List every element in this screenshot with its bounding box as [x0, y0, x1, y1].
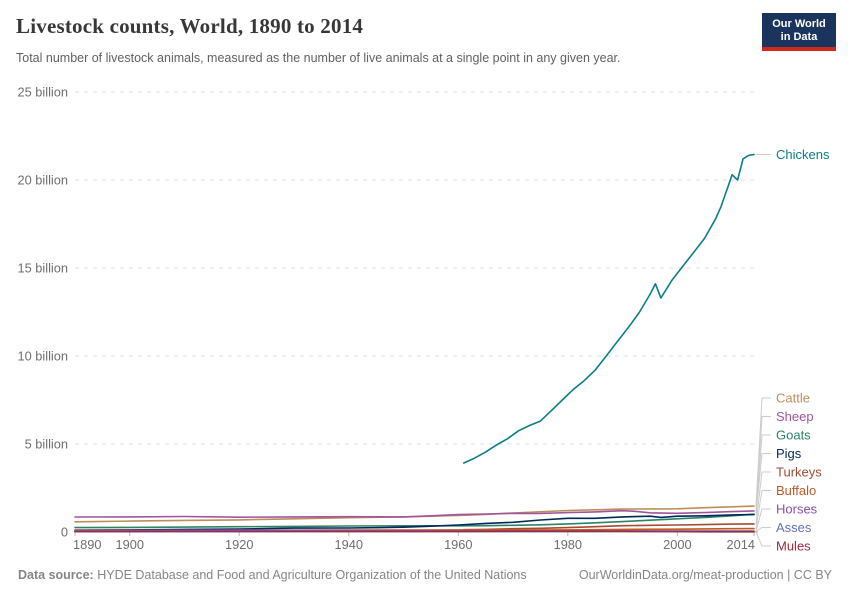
- x-tick-label: 1920: [225, 537, 253, 552]
- legend-label-buffalo[interactable]: Buffalo: [776, 483, 816, 498]
- legend-connector-turkeys: [755, 471, 771, 524]
- legend-label-mules[interactable]: Mules: [776, 539, 811, 554]
- y-tick-label: 20 billion: [17, 173, 68, 188]
- x-tick-label: 2014: [727, 537, 755, 552]
- legend-connector-horses: [755, 508, 771, 532]
- series-line-goats[interactable]: [74, 513, 755, 529]
- x-tick-label: 1900: [116, 537, 144, 552]
- legend-connector-mules: [755, 531, 771, 547]
- page-title: Livestock counts, World, 1890 to 2014: [16, 14, 364, 38]
- legend-label-cattle[interactable]: Cattle: [776, 391, 810, 406]
- legend-label-chickens[interactable]: Chickens: [776, 147, 830, 162]
- chart-footer: Data source: HYDE Database and Food and …: [0, 568, 850, 582]
- data-source-text: HYDE Database and Food and Agriculture O…: [93, 568, 527, 582]
- owid-logo-line2: in Data: [780, 30, 818, 43]
- series-line-sheep[interactable]: [74, 509, 755, 519]
- legend-label-pigs[interactable]: Pigs: [776, 446, 802, 461]
- owid-link[interactable]: OurWorldinData.org/meat-production | CC …: [578, 568, 832, 582]
- legend-connector-pigs: [755, 453, 771, 515]
- series-line-chickens[interactable]: [462, 153, 755, 464]
- x-tick-label: 1890: [73, 537, 101, 552]
- legend-label-asses[interactable]: Asses: [776, 520, 812, 535]
- legend-label-goats[interactable]: Goats: [776, 428, 811, 443]
- owid-logo-line1: Our World: [772, 18, 826, 30]
- y-tick-label: 10 billion: [17, 349, 68, 364]
- legend-connector-asses: [755, 527, 771, 532]
- legend-label-turkeys[interactable]: Turkeys: [776, 465, 822, 480]
- legend-label-horses[interactable]: Horses: [776, 502, 818, 517]
- owid-logo[interactable]: Our World in Data: [762, 13, 836, 51]
- legend-label-sheep[interactable]: Sheep: [776, 409, 814, 424]
- y-tick-label: 25 billion: [17, 85, 68, 100]
- y-tick-label: 5 billion: [25, 437, 68, 452]
- chart-subtitle: Total number of livestock animals, measu…: [16, 51, 621, 65]
- legend-connector-goats: [755, 434, 771, 515]
- legend-connector-buffalo: [755, 490, 771, 529]
- y-tick-label: 0: [61, 525, 68, 540]
- legend-connector-sheep: [755, 416, 771, 511]
- y-tick-label: 15 billion: [17, 261, 68, 276]
- x-tick-label: 1980: [554, 537, 582, 552]
- x-tick-label: 1960: [444, 537, 472, 552]
- series-line-turkeys[interactable]: [462, 523, 755, 531]
- data-source-note: Data source: HYDE Database and Food and …: [18, 568, 527, 582]
- x-tick-label: 1940: [335, 537, 363, 552]
- data-source-label: Data source:: [18, 568, 94, 582]
- x-tick-label: 2000: [663, 537, 691, 552]
- series-line-pigs[interactable]: [74, 513, 755, 532]
- legend-connector-cattle: [755, 397, 771, 507]
- series-line-mules[interactable]: [74, 530, 755, 533]
